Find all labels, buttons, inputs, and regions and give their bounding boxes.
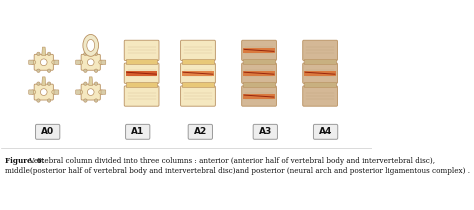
FancyBboxPatch shape bbox=[29, 60, 34, 64]
Ellipse shape bbox=[94, 99, 98, 102]
Ellipse shape bbox=[94, 69, 98, 72]
Bar bbox=[304, 59, 336, 64]
Ellipse shape bbox=[30, 90, 36, 94]
Bar bbox=[304, 82, 336, 87]
Ellipse shape bbox=[37, 99, 40, 102]
Polygon shape bbox=[42, 77, 46, 85]
FancyBboxPatch shape bbox=[181, 63, 215, 83]
Ellipse shape bbox=[40, 89, 47, 96]
FancyBboxPatch shape bbox=[188, 124, 212, 139]
Text: A0: A0 bbox=[41, 127, 54, 136]
Text: middle(posterior half of vertebral body and intervertebral disc)and posterior (n: middle(posterior half of vertebral body … bbox=[5, 167, 470, 175]
FancyBboxPatch shape bbox=[242, 86, 276, 106]
Bar bbox=[243, 48, 275, 53]
Ellipse shape bbox=[40, 59, 47, 66]
FancyBboxPatch shape bbox=[76, 60, 81, 64]
Text: A4: A4 bbox=[319, 127, 332, 136]
Text: Figure. 6:: Figure. 6: bbox=[5, 157, 44, 165]
Ellipse shape bbox=[84, 99, 87, 102]
FancyBboxPatch shape bbox=[29, 90, 34, 94]
Bar bbox=[304, 71, 336, 76]
Polygon shape bbox=[89, 77, 93, 85]
Bar bbox=[243, 59, 275, 64]
Bar bbox=[126, 71, 157, 76]
FancyBboxPatch shape bbox=[36, 124, 60, 139]
Ellipse shape bbox=[52, 90, 57, 94]
FancyBboxPatch shape bbox=[181, 86, 215, 106]
Bar bbox=[243, 71, 275, 76]
Bar bbox=[126, 82, 157, 87]
Ellipse shape bbox=[99, 90, 104, 94]
Ellipse shape bbox=[83, 34, 99, 56]
Ellipse shape bbox=[77, 90, 83, 94]
FancyBboxPatch shape bbox=[303, 41, 337, 106]
FancyBboxPatch shape bbox=[303, 40, 337, 60]
FancyBboxPatch shape bbox=[242, 40, 276, 60]
FancyBboxPatch shape bbox=[124, 63, 159, 83]
FancyBboxPatch shape bbox=[181, 40, 215, 60]
FancyBboxPatch shape bbox=[242, 41, 276, 106]
Text: A1: A1 bbox=[131, 127, 144, 136]
FancyBboxPatch shape bbox=[253, 124, 277, 139]
Text: A3: A3 bbox=[259, 127, 272, 136]
Bar bbox=[182, 71, 214, 76]
Ellipse shape bbox=[94, 52, 98, 55]
Ellipse shape bbox=[84, 69, 87, 72]
Ellipse shape bbox=[94, 82, 98, 85]
Ellipse shape bbox=[47, 82, 51, 85]
Ellipse shape bbox=[52, 60, 57, 64]
FancyBboxPatch shape bbox=[303, 63, 337, 83]
FancyBboxPatch shape bbox=[124, 86, 159, 106]
FancyBboxPatch shape bbox=[313, 124, 338, 139]
FancyBboxPatch shape bbox=[81, 84, 100, 100]
Ellipse shape bbox=[37, 52, 40, 55]
Bar bbox=[243, 82, 275, 87]
Ellipse shape bbox=[84, 52, 87, 55]
Ellipse shape bbox=[30, 60, 36, 64]
Bar bbox=[182, 82, 214, 87]
Text: A2: A2 bbox=[194, 127, 207, 136]
FancyBboxPatch shape bbox=[101, 90, 106, 94]
FancyBboxPatch shape bbox=[101, 60, 106, 64]
Bar bbox=[243, 94, 275, 98]
FancyBboxPatch shape bbox=[303, 86, 337, 106]
Ellipse shape bbox=[87, 89, 94, 96]
Ellipse shape bbox=[87, 39, 95, 51]
Bar bbox=[182, 59, 214, 64]
FancyBboxPatch shape bbox=[54, 90, 59, 94]
Ellipse shape bbox=[37, 82, 40, 85]
Text: Vertebral column divided into three columns : anterior (anterior half of vertebr: Vertebral column divided into three colu… bbox=[27, 157, 435, 165]
Ellipse shape bbox=[47, 69, 51, 72]
Polygon shape bbox=[42, 47, 46, 55]
Polygon shape bbox=[89, 47, 93, 55]
FancyBboxPatch shape bbox=[34, 54, 54, 70]
Ellipse shape bbox=[84, 82, 87, 85]
FancyBboxPatch shape bbox=[126, 124, 150, 139]
FancyBboxPatch shape bbox=[81, 54, 100, 70]
Ellipse shape bbox=[99, 60, 104, 64]
Ellipse shape bbox=[87, 59, 94, 66]
FancyBboxPatch shape bbox=[34, 84, 54, 100]
Ellipse shape bbox=[47, 99, 51, 102]
Ellipse shape bbox=[37, 69, 40, 72]
Ellipse shape bbox=[77, 60, 83, 64]
FancyBboxPatch shape bbox=[54, 60, 59, 64]
FancyBboxPatch shape bbox=[242, 63, 276, 83]
Ellipse shape bbox=[47, 52, 51, 55]
FancyBboxPatch shape bbox=[76, 90, 81, 94]
FancyBboxPatch shape bbox=[124, 40, 159, 60]
Bar bbox=[126, 59, 157, 64]
